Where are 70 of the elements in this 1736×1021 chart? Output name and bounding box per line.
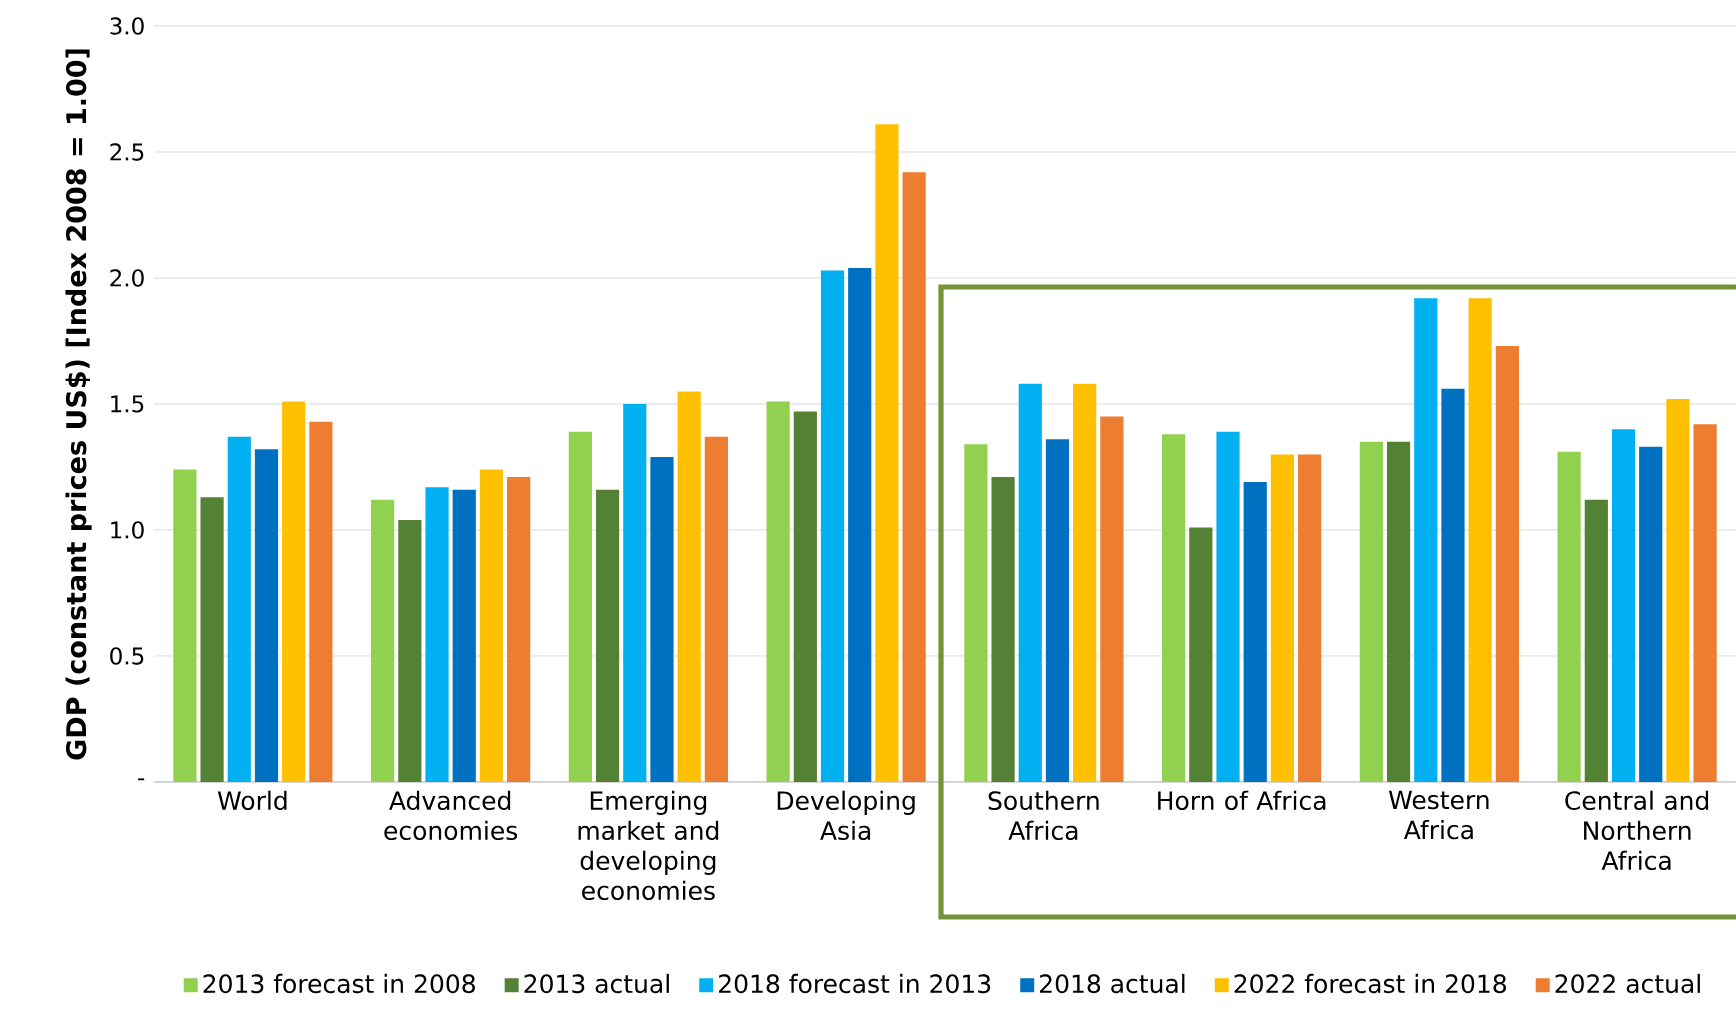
bar	[766, 401, 790, 782]
legend-label: 2022 actual	[1555, 973, 1700, 994]
bar	[1100, 416, 1124, 782]
bar	[1495, 346, 1519, 782]
bar	[991, 477, 1015, 782]
y-axis-title: GDP (constant prices US$) [Index 2008 = 1.00]	[65, 49, 92, 760]
legend-label: 2018 forecast in 2013	[719, 973, 991, 994]
bar	[623, 403, 647, 782]
bar	[1298, 454, 1322, 782]
bar	[200, 497, 224, 782]
legend-label: 2013 forecast in 2008	[203, 973, 475, 994]
bar	[1611, 429, 1636, 782]
y-tick-label: 2.5	[110, 143, 144, 161]
bar	[902, 172, 926, 782]
bar	[964, 444, 988, 782]
bar	[1639, 446, 1663, 782]
bar	[1414, 298, 1438, 782]
bar	[398, 519, 422, 782]
bar	[1468, 298, 1492, 782]
bar	[650, 456, 674, 782]
bar	[479, 469, 504, 782]
bar	[1018, 383, 1042, 782]
bar	[1441, 388, 1465, 782]
x-tick-label: Emerging market and developing economies	[578, 790, 719, 901]
bar	[371, 499, 395, 782]
bar	[254, 449, 279, 782]
bar	[227, 436, 251, 782]
bar	[704, 436, 728, 782]
bar	[568, 431, 592, 782]
x-tick-label: Developing Asia	[777, 790, 915, 841]
x-tick-label: Southern Africa	[988, 790, 1099, 841]
legend-label: 2013 actual	[524, 973, 669, 994]
bar	[1216, 431, 1240, 782]
bar	[309, 421, 333, 782]
x-tick-label: Advanced economies	[384, 790, 518, 841]
bar	[820, 270, 845, 782]
legend-label: 2022 forecast in 2018	[1234, 973, 1506, 994]
bar	[1073, 383, 1097, 782]
legend-label: 2018 actual	[1040, 973, 1185, 994]
bar	[1162, 434, 1186, 782]
bar	[1666, 398, 1690, 782]
y-tick-label: 1.5	[111, 395, 144, 413]
x-tick-label: Horn of Africa	[1158, 790, 1326, 811]
x-tick-label: Western Africa	[1388, 790, 1489, 840]
bar	[1693, 424, 1717, 782]
bar	[1045, 439, 1070, 782]
bar	[793, 411, 817, 782]
bar	[282, 401, 306, 782]
bar	[1243, 482, 1267, 782]
y-tick-label: 1.0	[111, 521, 144, 539]
bar	[1584, 499, 1608, 782]
bar	[1386, 441, 1411, 782]
y-tick-label: 0.5	[110, 647, 144, 665]
y-tick-label: 3.0	[110, 17, 144, 35]
bar	[1557, 451, 1581, 782]
y-tick-label: 2.0	[110, 269, 144, 287]
bar	[507, 477, 531, 782]
bar	[677, 391, 701, 782]
y-tick-label: -	[138, 778, 145, 781]
bar	[1189, 527, 1213, 782]
bar	[848, 267, 872, 782]
bar	[1359, 441, 1383, 782]
bar	[425, 487, 449, 782]
bar	[875, 124, 899, 782]
bar	[452, 489, 476, 782]
x-tick-label: Central and Northern Africa	[1565, 790, 1709, 871]
bar	[595, 489, 620, 782]
x-tick-label: World	[217, 790, 287, 811]
bar	[173, 469, 197, 782]
bar	[1270, 454, 1295, 782]
